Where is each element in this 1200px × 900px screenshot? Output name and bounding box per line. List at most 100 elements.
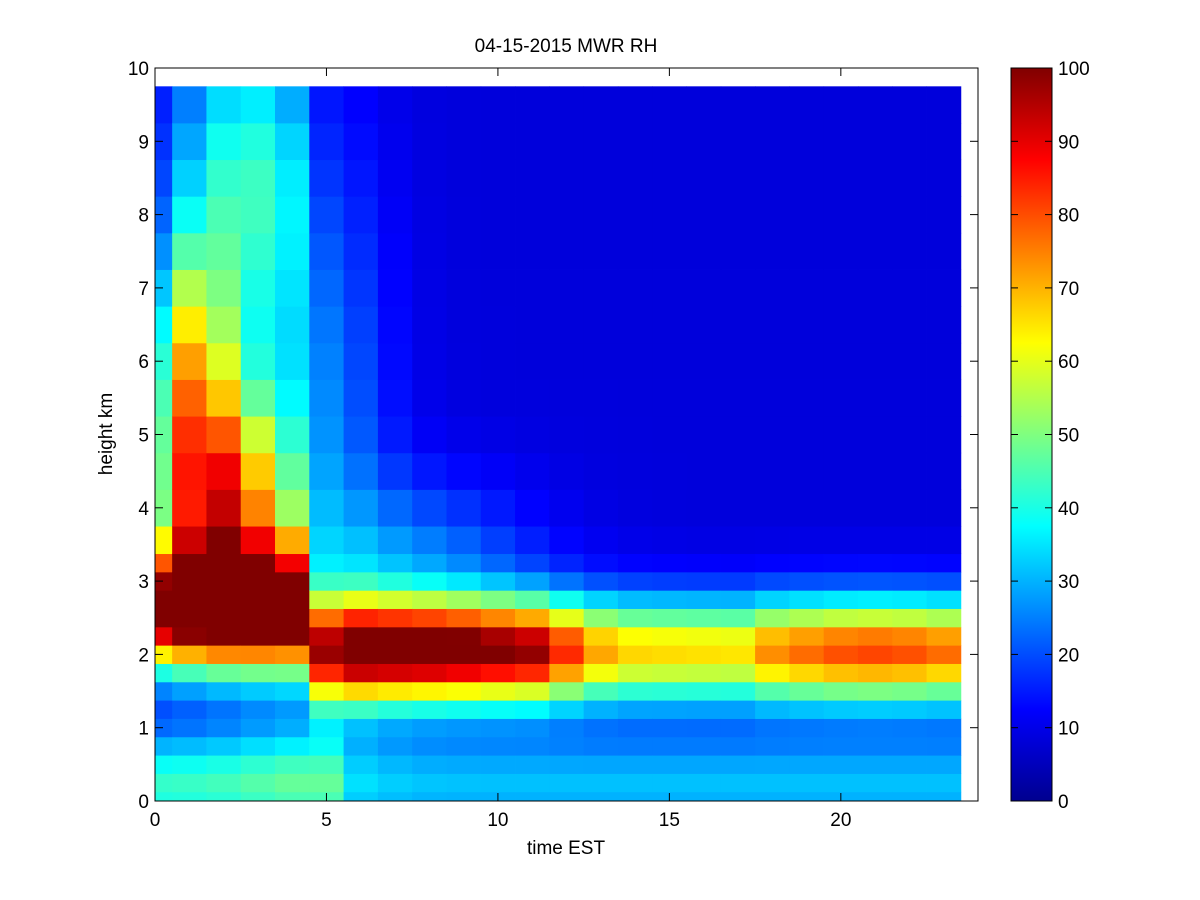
heatmap-cell [926, 306, 962, 344]
heatmap-cell [309, 526, 344, 555]
heatmap-cell [343, 122, 379, 161]
heatmap-cell [377, 608, 413, 628]
x-tick-label: 5 [321, 810, 332, 831]
heatmap-cell [275, 626, 310, 646]
heatmap-cell [789, 718, 825, 738]
heatmap-cell [857, 718, 893, 738]
x-tick-label: 15 [659, 810, 680, 831]
heatmap-cell [652, 269, 687, 307]
heatmap-cell [823, 736, 859, 756]
heatmap-cell [617, 571, 653, 591]
heatmap-cell [172, 791, 207, 802]
heatmap-cell [755, 526, 790, 555]
y-tick-label: 8 [138, 206, 149, 227]
heatmap-cell [412, 269, 447, 307]
heatmap-cell [172, 571, 207, 591]
heatmap-cell [549, 571, 585, 591]
heatmap-cell [549, 526, 585, 555]
heatmap-cell [686, 379, 722, 417]
heatmap-cell [480, 159, 516, 197]
heatmap-cell [652, 416, 687, 454]
heatmap-cell [446, 196, 482, 234]
heatmap-cell [926, 571, 962, 591]
y-tick-label: 3 [138, 572, 149, 593]
heatmap-cell [549, 269, 585, 307]
heatmap-cell [275, 718, 310, 738]
heatmap-cell [515, 122, 550, 161]
heatmap-cell [583, 590, 619, 609]
heatmap-cell [755, 342, 790, 380]
heatmap-cell [480, 86, 516, 124]
heatmap-cell [686, 608, 722, 628]
heatmap-cell [583, 663, 619, 683]
heatmap-cell [206, 526, 242, 555]
heatmap-cell [857, 416, 893, 454]
heatmap-cell [515, 196, 550, 234]
heatmap-cell [823, 196, 859, 234]
heatmap-cell [275, 663, 310, 683]
heatmap-cell [343, 379, 379, 417]
heatmap-cell [206, 196, 242, 234]
heatmap-cell [446, 645, 482, 664]
heatmap-cell [857, 571, 893, 591]
heatmap-cell [377, 700, 413, 719]
heatmap-cell [549, 736, 585, 756]
heatmap-cell [823, 452, 859, 490]
heatmap-cell [857, 232, 893, 270]
heatmap-cell [755, 663, 790, 683]
heatmap-cell [720, 553, 756, 573]
heatmap-cell [720, 590, 756, 609]
heatmap-cell [343, 773, 379, 793]
heatmap-cell [172, 773, 207, 793]
heatmap-cell [823, 489, 859, 527]
heatmap-cell [480, 718, 516, 738]
y-axis-label: height km [96, 393, 117, 475]
heatmap-cell [892, 681, 927, 701]
heatmap-cell [755, 590, 790, 609]
heatmap-cell [926, 608, 962, 628]
heatmap-cell [275, 526, 310, 555]
heatmap-cell [275, 681, 310, 701]
heatmap-cell [686, 773, 722, 793]
heatmap-cell [720, 232, 756, 270]
heatmap-cell [549, 196, 585, 234]
heatmap-cell [755, 159, 790, 197]
heatmap-cell [343, 306, 379, 344]
heatmap-cell [583, 379, 619, 417]
heatmap-cell [857, 306, 893, 344]
heatmap-cell [583, 626, 619, 646]
heatmap-cell [515, 663, 550, 683]
heatmap-cell [240, 571, 276, 591]
heatmap-cell [892, 571, 927, 591]
heatmap-cell [343, 663, 379, 683]
heatmap-cell [155, 590, 173, 609]
heatmap-cell [275, 342, 310, 380]
heatmap-cell [155, 553, 173, 573]
heatmap-cell [515, 232, 550, 270]
heatmap-cell [377, 736, 413, 756]
heatmap-cell [617, 526, 653, 555]
heatmap-cell [652, 86, 687, 124]
heatmap-cell [720, 645, 756, 664]
y-tick-label: 5 [138, 426, 149, 447]
heatmap-cell [412, 553, 447, 573]
heatmap-cell [755, 489, 790, 527]
heatmap-cell [172, 86, 207, 124]
heatmap-cell [480, 416, 516, 454]
heatmap-cell [652, 232, 687, 270]
heatmap-cell [686, 306, 722, 344]
heatmap-cell [172, 269, 207, 307]
heatmap-cell [240, 736, 276, 756]
heatmap-cell [206, 489, 242, 527]
colorbar-tick-label: 50 [1058, 426, 1079, 447]
heatmap-cell [446, 791, 482, 802]
heatmap-cell [720, 700, 756, 719]
heatmap-cell [892, 700, 927, 719]
heatmap-cell [309, 452, 344, 490]
heatmap-cell [172, 626, 207, 646]
heatmap-cell [240, 122, 276, 161]
heatmap-cell [755, 681, 790, 701]
heatmap-cell [343, 571, 379, 591]
heatmap-cell [206, 269, 242, 307]
heatmap-cell [446, 416, 482, 454]
